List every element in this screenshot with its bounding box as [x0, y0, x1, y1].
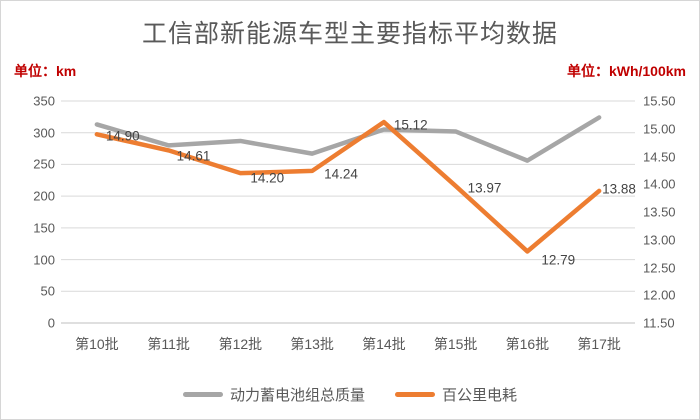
- x-axis-label: 第12批: [218, 336, 263, 352]
- x-axis-label: 第13批: [290, 336, 334, 352]
- x-axis-label: 第16批: [505, 336, 550, 352]
- data-label: 14.20: [250, 170, 285, 186]
- battery-mass-series-line: [94, 115, 602, 163]
- right-axis-tick: 12.50: [643, 260, 676, 275]
- right-axis-tick: 14.00: [643, 176, 676, 192]
- left-axis-tick: 150: [33, 220, 55, 236]
- left-axis-tick: 50: [40, 283, 55, 299]
- x-axis-label: 第15批: [433, 336, 478, 352]
- legend-label: 动力蓄电池组总质量: [229, 387, 365, 404]
- legend-item: 百公里电耗: [395, 384, 517, 405]
- left-axis-tick: 0: [47, 315, 55, 331]
- right-axis-tick: 14.50: [643, 149, 676, 164]
- x-axis-label: 第11批: [147, 336, 190, 352]
- right-axis-tick: 13.00: [643, 232, 676, 248]
- x-axis-label: 第17批: [577, 336, 621, 352]
- left-axis-unit-label: 单位：km: [14, 63, 77, 79]
- left-axis-tick: 350: [33, 93, 55, 109]
- legend-swatch-icon: [395, 392, 435, 397]
- left-axis-tick: 300: [33, 125, 55, 141]
- legend-swatch-icon: [182, 392, 223, 397]
- right-axis-tick: 15.50: [643, 93, 676, 109]
- right-axis-tick: 15.00: [643, 121, 676, 137]
- left-axis-tick: 250: [33, 156, 55, 172]
- data-label: 15.12: [393, 117, 428, 133]
- x-axis-label: 第14批: [362, 336, 406, 352]
- data-label: 14.24: [324, 166, 358, 182]
- right-axis-unit-label: 单位：kWh/100km: [566, 63, 686, 79]
- data-label: 14.90: [105, 128, 140, 144]
- left-axis-tick: 200: [33, 188, 55, 204]
- right-axis-tick: 13.50: [643, 204, 676, 220]
- x-axis-label: 第10批: [75, 336, 119, 352]
- legend-item: 动力蓄电池组总质量: [182, 384, 365, 405]
- data-label: 14.61: [176, 148, 211, 164]
- right-axis-tick: 11.50: [643, 315, 675, 331]
- legend-label: 百公里电耗: [442, 387, 518, 404]
- data-label: 13.88: [602, 181, 636, 197]
- chart-title: 工信部新能源车型主要指标平均数据: [141, 20, 558, 48]
- energy-consumption-series-line: [94, 119, 602, 254]
- data-label: 13.97: [467, 180, 502, 196]
- data-label: 12.79: [541, 252, 576, 268]
- right-axis-tick: 12.00: [643, 287, 676, 303]
- left-axis-tick: 100: [33, 252, 55, 268]
- legend: 动力蓄电池组总质量 百公里电耗: [1, 384, 699, 405]
